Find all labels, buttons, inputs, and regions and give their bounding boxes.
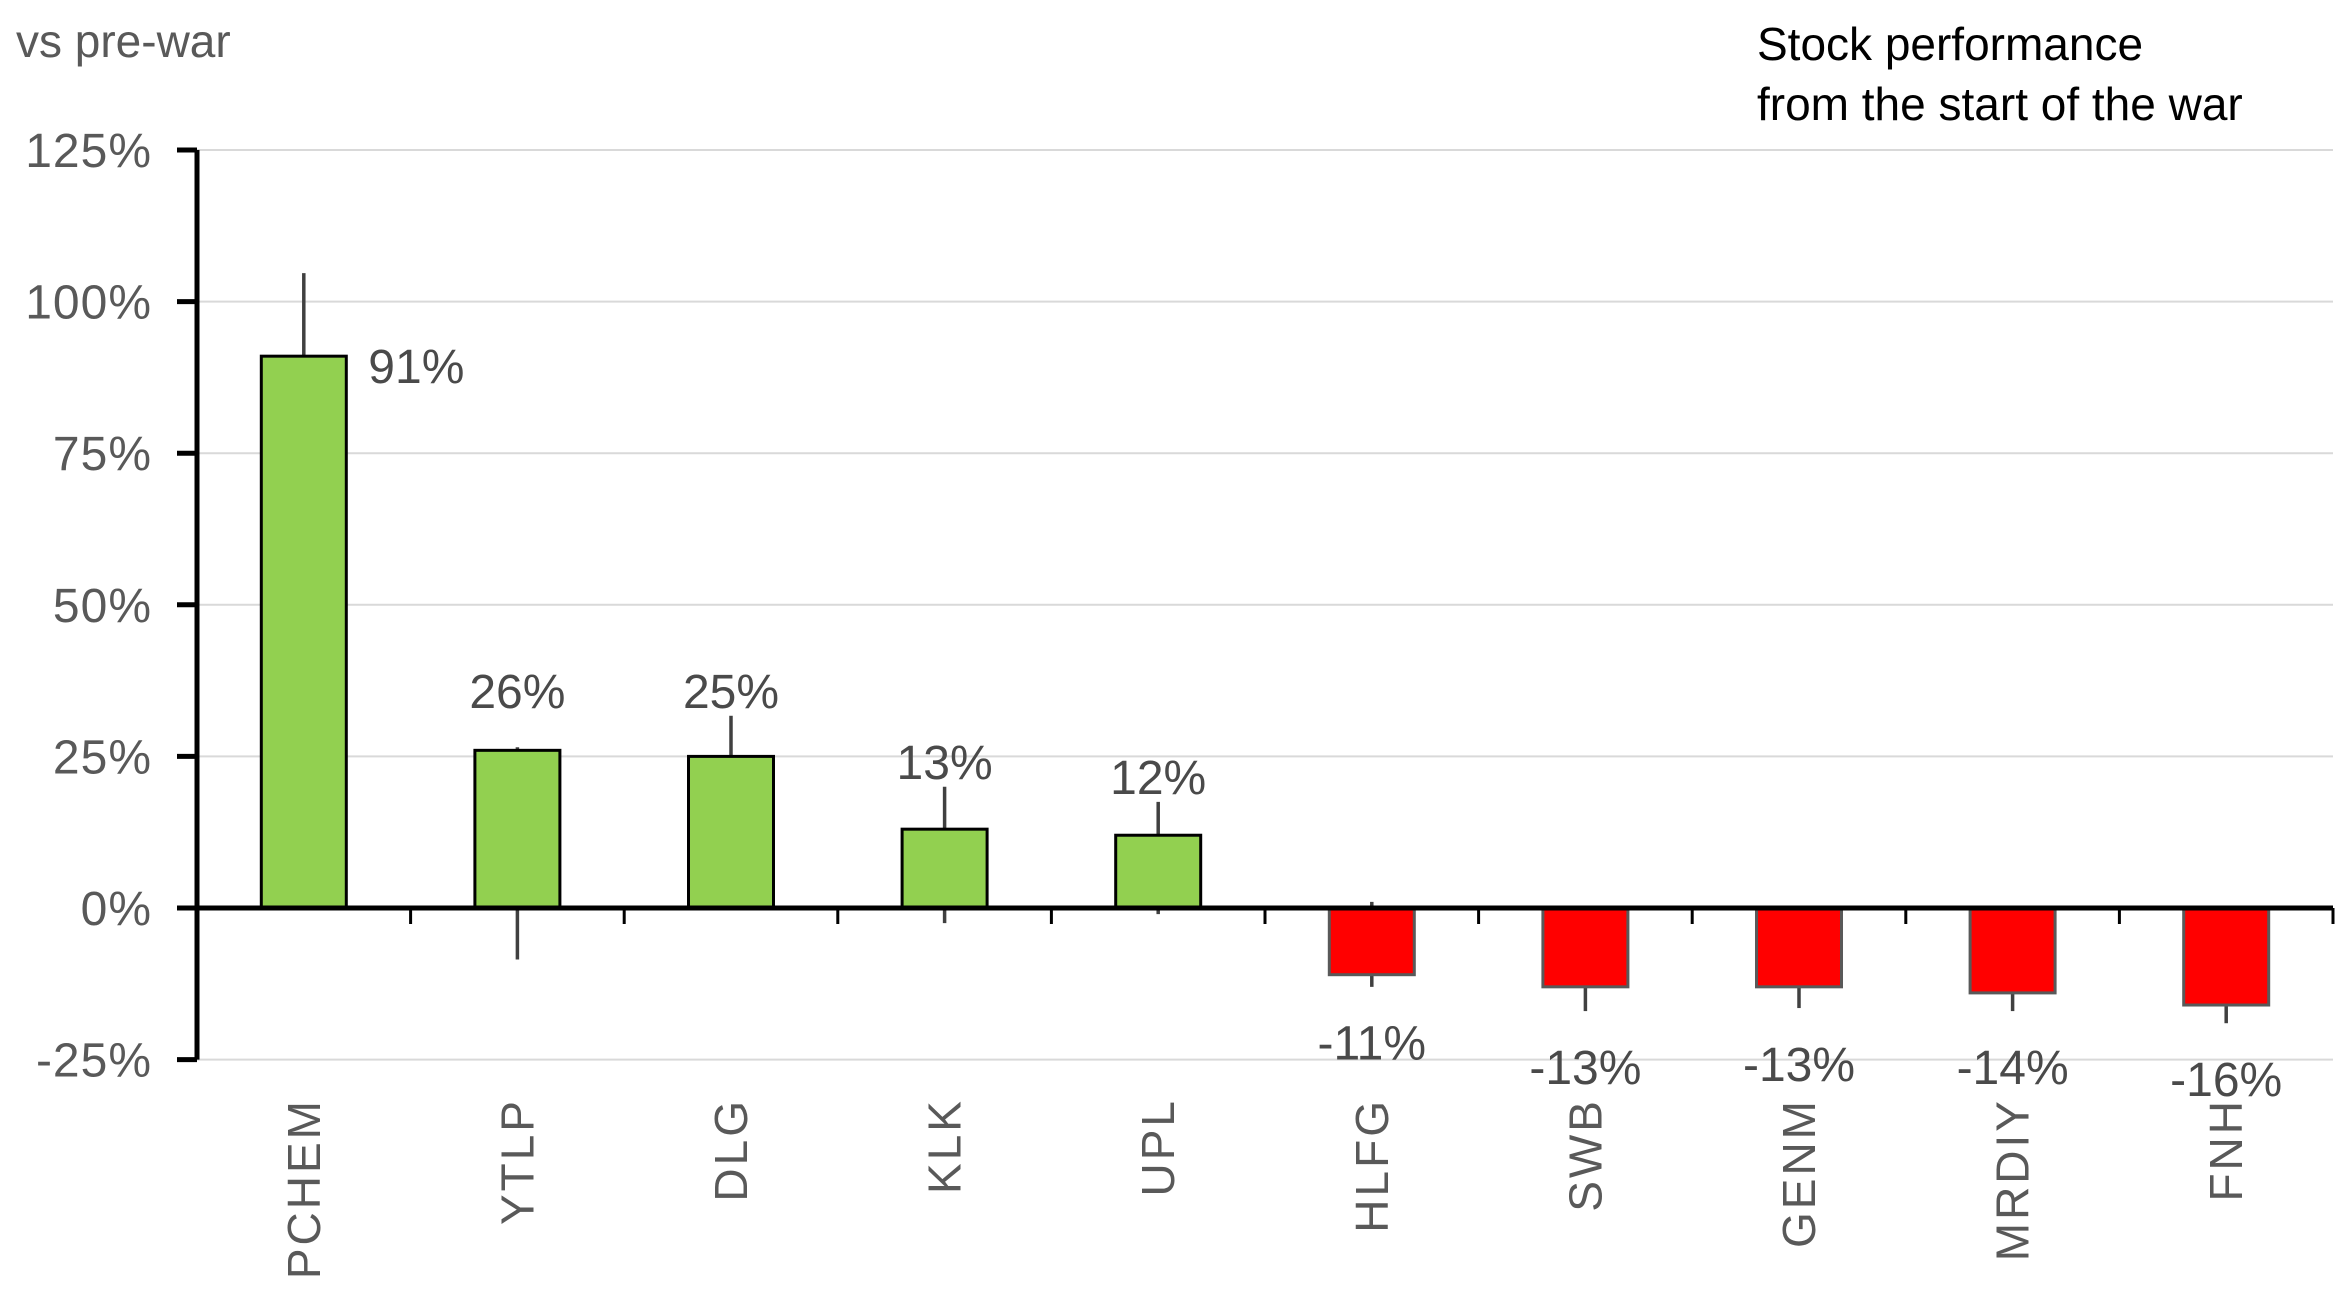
category-label-PCHEM: PCHEM: [278, 1098, 330, 1279]
value-label-KLK: 13%: [897, 737, 993, 790]
category-label-UPL: UPL: [1132, 1098, 1184, 1196]
bar-DLG: [687, 754, 775, 910]
y-tick-label-50%: 50%: [53, 580, 152, 633]
chart-title: Stock performance from the start of the …: [1757, 14, 2243, 134]
y-tick-label--25%: -25%: [36, 1035, 152, 1088]
y-tick-label-75%: 75%: [53, 428, 152, 481]
bar-SWB: [1541, 906, 1630, 989]
value-label-GENM: -13%: [1743, 1039, 1855, 1092]
category-label-MRDIY: MRDIY: [1987, 1098, 2039, 1261]
category-label-KLK: KLK: [919, 1098, 971, 1194]
bar-HLFG: [1327, 906, 1416, 977]
category-label-SWB: SWB: [1559, 1098, 1611, 1212]
bar-YTLP: [473, 748, 562, 910]
value-label-MRDIY: -14%: [1957, 1042, 2069, 1095]
bar-UPL: [1114, 833, 1203, 910]
category-label-FNH: FNH: [2200, 1098, 2252, 1202]
value-label-SWB: -13%: [1529, 1042, 1641, 1095]
y-tick-label-100%: 100%: [25, 277, 152, 330]
category-label-HLFG: HLFG: [1346, 1098, 1398, 1233]
value-label-HLFG: -11%: [1318, 1018, 1427, 1071]
value-label-FNH: -16%: [2170, 1054, 2282, 1107]
bar-PCHEM: [259, 354, 348, 910]
y-tick-label-125%: 125%: [25, 125, 152, 178]
category-label-DLG: DLG: [705, 1098, 757, 1202]
y-tick-label-25%: 25%: [53, 731, 152, 784]
bar-MRDIY: [1968, 906, 2057, 995]
value-label-PCHEM: 91%: [368, 341, 464, 394]
bar-FNH: [2182, 906, 2271, 1007]
bar-KLK: [900, 827, 989, 910]
category-label-GENM: GENM: [1773, 1098, 1825, 1248]
chart-title-line-1: Stock performance: [1757, 18, 2144, 70]
value-label-DLG: 25%: [683, 666, 779, 719]
value-label-YTLP: 26%: [469, 666, 565, 719]
category-label-YTLP: YTLP: [491, 1098, 543, 1225]
chart-title-line-2: from the start of the war: [1757, 78, 2243, 130]
y-tick-label-0%: 0%: [81, 883, 152, 936]
axis-unit-caption: vs pre-war: [16, 15, 231, 67]
value-label-UPL: 12%: [1110, 752, 1206, 805]
bar-GENM: [1755, 906, 1843, 989]
